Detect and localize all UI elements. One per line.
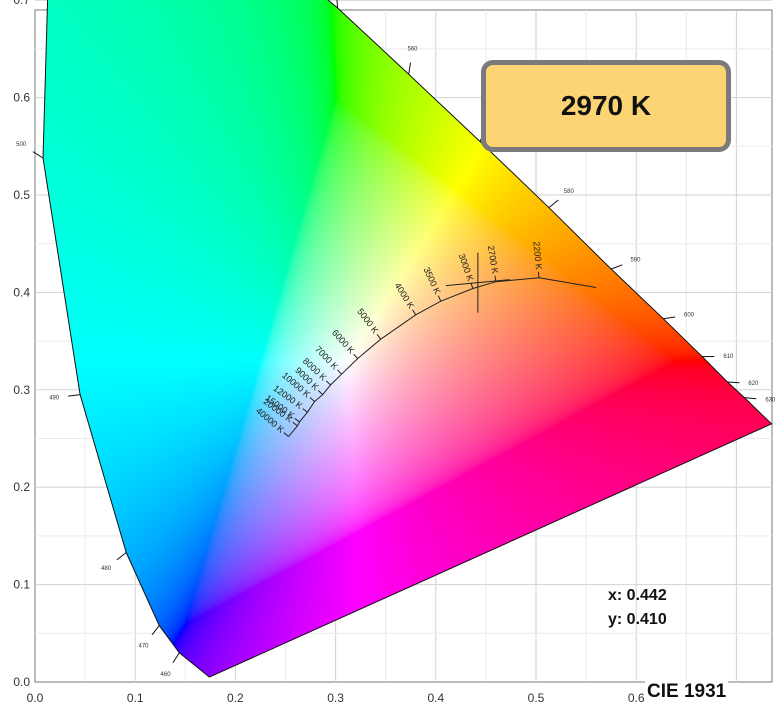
cct-tick bbox=[537, 271, 540, 278]
wavelength-label: 610 bbox=[723, 354, 734, 360]
cct-tick bbox=[317, 390, 323, 396]
x-tick-label: 0.6 bbox=[628, 691, 645, 705]
wavelength-tick bbox=[172, 652, 180, 663]
y-tick-label: 0.6 bbox=[13, 91, 30, 105]
cct-tick bbox=[412, 309, 417, 316]
y-tick-label: 0.7 bbox=[13, 0, 30, 7]
x-tick-label: 0.5 bbox=[528, 691, 545, 705]
x-tick-label: 0.2 bbox=[227, 691, 244, 705]
spectral-locus: 4604704804905005105205305405505605705805… bbox=[16, 0, 776, 678]
x-coordinate-readout: x: 0.442 bbox=[608, 587, 667, 604]
cct-label: 2700 K bbox=[486, 245, 500, 275]
cct-value: 2970 K bbox=[560, 90, 652, 121]
wavelength-label: 580 bbox=[564, 189, 575, 195]
wavelength-label: 620 bbox=[748, 381, 759, 387]
wavelength-label: 490 bbox=[49, 395, 60, 401]
x-tick-label: 0.1 bbox=[127, 691, 144, 705]
wavelength-tick bbox=[727, 381, 740, 384]
y-tick-label: 0.1 bbox=[13, 578, 30, 592]
wavelength-label: 630 bbox=[765, 398, 776, 404]
wavelength-label: 460 bbox=[161, 672, 172, 678]
wavelength-tick bbox=[744, 397, 757, 400]
wavelength-label: 590 bbox=[630, 258, 641, 264]
chart-title: CIE 1931 bbox=[645, 681, 729, 703]
wavelength-tick bbox=[68, 394, 81, 397]
wavelength-tick bbox=[548, 199, 559, 209]
wavelength-tick bbox=[116, 552, 127, 561]
wavelength-label: 470 bbox=[139, 643, 150, 649]
y-tick-label: 0.4 bbox=[13, 285, 30, 299]
wavelength-tick bbox=[151, 625, 160, 636]
cct-tick bbox=[470, 282, 474, 289]
x-tick-label: 0.3 bbox=[327, 691, 344, 705]
cct-label: 2200 K bbox=[531, 241, 544, 270]
cct-tick bbox=[283, 432, 289, 437]
spectral-locus-outline bbox=[42, 0, 773, 678]
cct-tick bbox=[294, 417, 300, 423]
y-tick-label: 0.3 bbox=[13, 383, 30, 397]
wavelength-label: 600 bbox=[684, 313, 695, 319]
cct-tick bbox=[437, 295, 442, 302]
wavelength-tick bbox=[663, 316, 676, 320]
axis-labels: 0.0 0.1 0.2 0.3 0.4 0.5 0.6 0.0 0.1 0.2 0.3 0.4 0.5 0… bbox=[13, 0, 645, 705]
cct-tick bbox=[376, 334, 382, 340]
cct-tick bbox=[353, 353, 359, 359]
cct-tick bbox=[325, 380, 331, 386]
y-coordinate-readout: y: 0.410 bbox=[608, 611, 667, 628]
wavelength-tick bbox=[408, 62, 411, 75]
cct-tick bbox=[337, 369, 342, 375]
wavelength-tick bbox=[32, 151, 44, 159]
wavelength-tick bbox=[610, 264, 623, 270]
cct-tick bbox=[309, 397, 315, 402]
planckian-locus-curve bbox=[288, 277, 597, 437]
wavelength-label: 500 bbox=[16, 142, 27, 148]
y-tick-label: 0.0 bbox=[13, 675, 30, 689]
x-tick-label: 0.0 bbox=[27, 691, 44, 705]
wavelength-label: 560 bbox=[408, 47, 419, 53]
cct-tick bbox=[302, 408, 308, 413]
cct-readout-box: 2970 K bbox=[481, 60, 731, 152]
wavelength-tick bbox=[336, 0, 339, 9]
wavelength-label: 480 bbox=[101, 566, 112, 572]
y-tick-label: 0.2 bbox=[13, 480, 30, 494]
y-tick-label: 0.5 bbox=[13, 188, 30, 202]
cct-tick bbox=[292, 421, 298, 427]
x-tick-label: 0.4 bbox=[427, 691, 444, 705]
